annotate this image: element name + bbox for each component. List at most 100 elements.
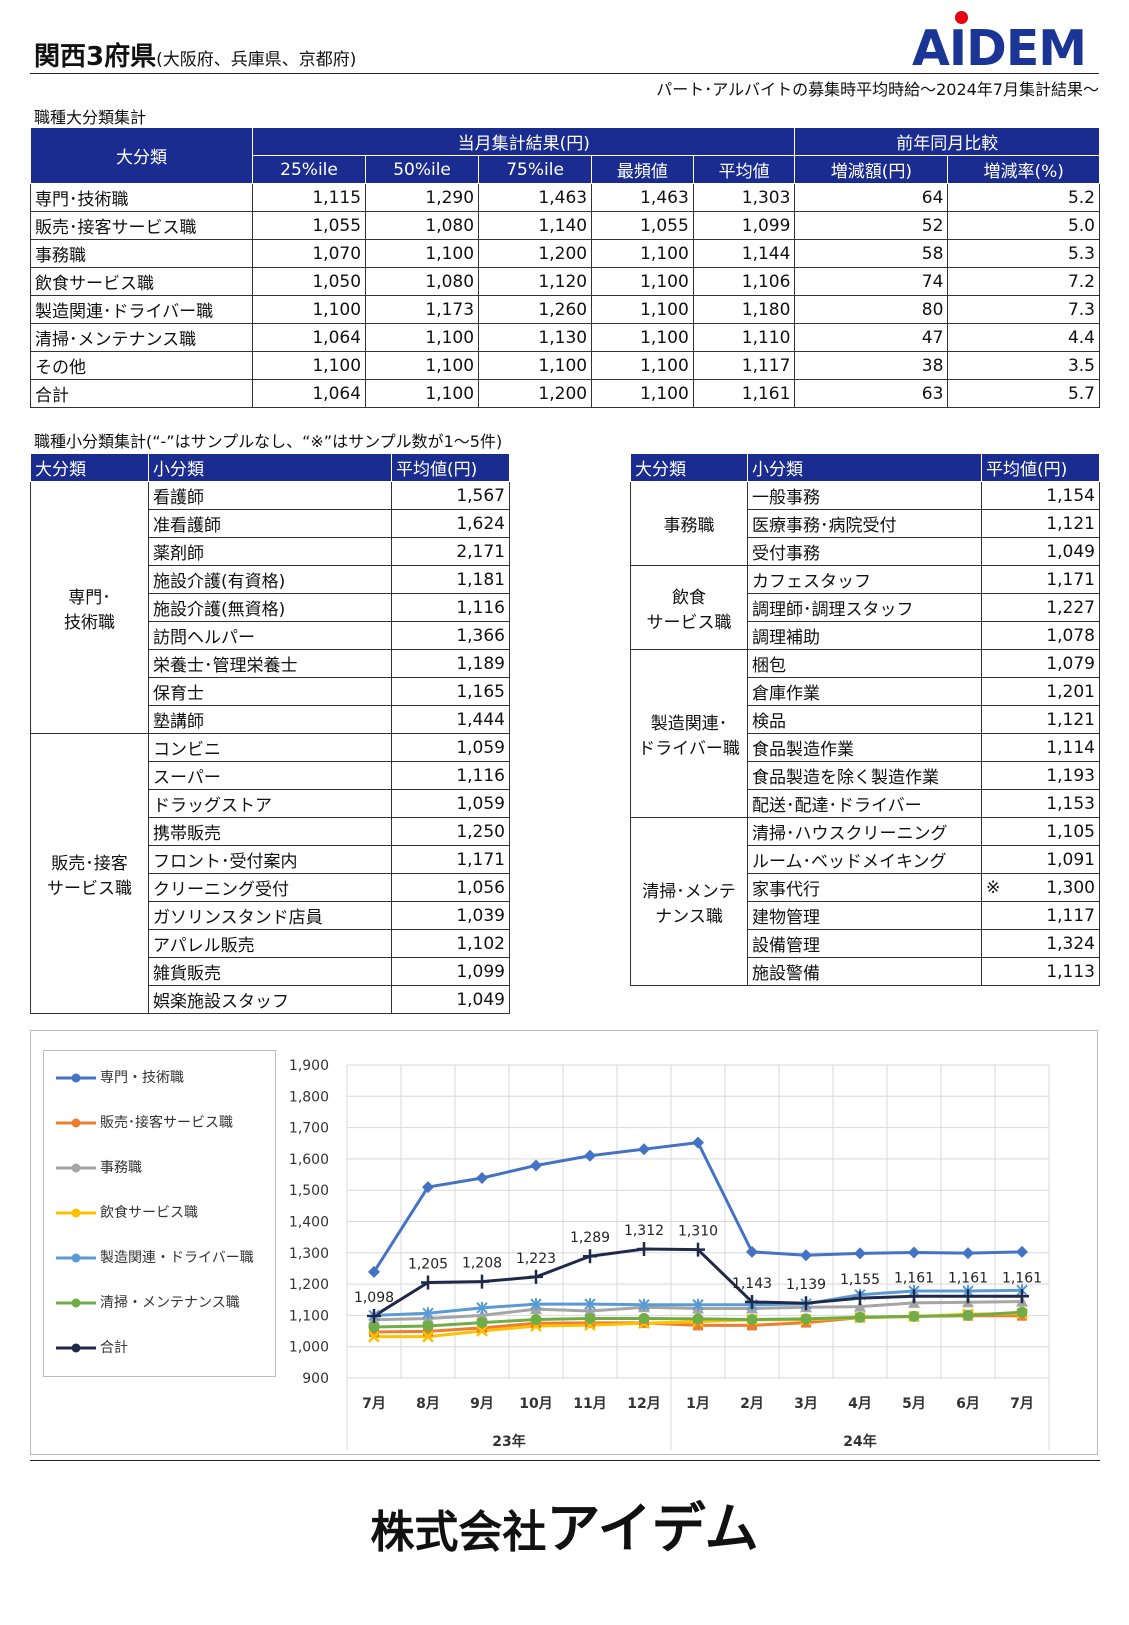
table-row: 事務職 一般事務 1,154 — [630, 481, 1100, 566]
data-point — [1016, 1245, 1028, 1258]
data-point — [800, 1249, 812, 1262]
avg-number: 1,201 — [1046, 681, 1095, 702]
legend-item: 飲食サービス職 — [54, 1202, 198, 1222]
row-category: 販売･接客サービス職 — [30, 211, 253, 240]
minor-category: 塾講師 — [148, 705, 392, 734]
table-row: 医療事務･病院受付 1,121 — [631, 509, 1100, 538]
legend-item: 販売･接客サービス職 — [54, 1112, 233, 1132]
avg-number: 1,105 — [1046, 821, 1095, 842]
minor-category: ガソリンスタンド店員 — [148, 901, 392, 930]
cell-value: 3.5 — [947, 351, 1100, 380]
cell-value: 63 — [794, 379, 949, 408]
minor-category: 薬剤師 — [148, 537, 392, 566]
head-current: 当月集計結果(円) — [251, 127, 796, 156]
data-point — [799, 1296, 813, 1311]
avg-number: 1,099 — [456, 961, 505, 982]
minor-category: 保育士 — [148, 677, 392, 706]
avg-number: 1,324 — [1046, 933, 1095, 954]
data-point — [853, 1291, 867, 1306]
avg-number: 1,165 — [456, 681, 505, 702]
data-point — [1015, 1289, 1029, 1304]
cell-value: 38 — [794, 351, 949, 380]
avg-number: 1,121 — [1046, 709, 1095, 730]
cell-value: 1,161 — [692, 379, 796, 408]
data-point — [693, 1320, 703, 1331]
company-logo: 株式会社アイデム — [0, 1484, 1129, 1563]
y-tick-label: 1,500 — [289, 1183, 329, 1199]
col-header: 75%ile — [478, 155, 593, 184]
head-avg: 平均値(円) — [981, 453, 1100, 482]
avg-value: 1,171 — [391, 845, 510, 874]
data-point — [476, 1317, 488, 1329]
cell-value: 1,173 — [365, 295, 480, 324]
minor-category: 調理補助 — [747, 621, 982, 650]
x-tick-label: 10月 — [519, 1396, 552, 1412]
y-tick-label: 1,600 — [289, 1152, 329, 1168]
avg-value: 1,366 — [391, 621, 510, 650]
data-point — [475, 1274, 489, 1289]
data-point — [962, 1309, 974, 1321]
group-label: 清掃･メンテ ナンス職 — [630, 817, 748, 986]
table-row: 事務職 1,070 1,100 1,200 1,100 1,144 58 5.3 — [30, 239, 1100, 268]
legend-swatch — [56, 1163, 96, 1173]
head-prev: 前年同月比較 — [794, 127, 1100, 156]
cell-value: 52 — [794, 211, 949, 240]
data-label: 1,312 — [624, 1223, 664, 1239]
col-header: 最頻値 — [591, 155, 694, 184]
avg-value: 1,189 — [391, 649, 510, 678]
data-label: 1,098 — [354, 1290, 394, 1306]
cell-value: 1,144 — [692, 239, 796, 268]
y-tick-label: 1,700 — [289, 1121, 329, 1137]
data-point — [368, 1330, 380, 1343]
x-tick-label: 9月 — [470, 1396, 494, 1412]
table-row: 飲食 サービス職 カフェスタッフ 1,171 — [630, 565, 1100, 650]
avg-number: 1,189 — [456, 653, 505, 674]
avg-value: 1,099 — [391, 957, 510, 986]
col-header: 増減率(%) — [947, 155, 1100, 184]
minor-category-table-left: 大分類 小分類 平均値(円) 専門･ 技術職 看護師 1,567 准看護師 1,624 薬… — [30, 453, 510, 1014]
head-major: 大分類 — [630, 453, 748, 482]
minor-category: 施設警備 — [747, 957, 982, 986]
avg-number: 1,153 — [1046, 793, 1095, 814]
x-tick-label: 1月 — [686, 1396, 710, 1412]
data-point — [692, 1313, 704, 1325]
avg-number: 1,117 — [1046, 905, 1095, 926]
data-point — [584, 1313, 596, 1325]
avg-number: 1,116 — [456, 597, 505, 618]
minor-category: 食品製造作業 — [747, 733, 982, 762]
data-point — [476, 1309, 488, 1321]
legend-swatch — [56, 1073, 96, 1083]
data-point — [747, 1320, 757, 1331]
table-row: スーパー 1,116 — [31, 761, 510, 790]
page-subtitle: パート･アルバイトの募集時平均時給～2024年7月集計結果～ — [656, 80, 1099, 99]
avg-number: 1,444 — [456, 709, 505, 730]
row-category: 事務職 — [30, 239, 253, 268]
y-tick-label: 1,300 — [289, 1246, 329, 1262]
data-point — [638, 1313, 650, 1325]
group-label: 販売･接客 サービス職 — [30, 733, 149, 1014]
minor-category: フロント･受付案内 — [148, 845, 392, 874]
avg-number: 1,116 — [456, 765, 505, 786]
cell-value: 1,100 — [365, 379, 480, 408]
cell-value: 1,180 — [692, 295, 796, 324]
table-row: 清掃･メンテナンス職 1,064 1,100 1,130 1,100 1,110 47 4.4 — [30, 323, 1100, 352]
avg-value: 1,079 — [981, 649, 1100, 678]
y-tick-label: 1,400 — [289, 1215, 329, 1231]
cell-value: 1,100 — [251, 351, 367, 380]
avg-value: 1,049 — [391, 985, 510, 1014]
y-tick-label: 1,800 — [289, 1089, 329, 1105]
head-minor: 小分類 — [148, 453, 392, 482]
row-category: 清掃･メンテナンス職 — [30, 323, 253, 352]
cell-value: 1,100 — [591, 239, 694, 268]
data-point — [637, 1242, 651, 1257]
minor-category: 調理師･調理スタッフ — [747, 593, 982, 622]
avg-value: 1,059 — [391, 789, 510, 818]
table-row: 食品製造を除く製造作業 1,193 — [631, 761, 1100, 790]
section2-title: 職種小分類集計(“-”はサンプルなし、“※”はサンプル数が1～5件) — [34, 432, 503, 451]
avg-number: 1,171 — [456, 849, 505, 870]
avg-number: 1,114 — [1046, 737, 1095, 758]
brand-logo-dot — [955, 11, 968, 24]
avg-value: 1,116 — [391, 761, 510, 790]
y-tick-label: 1,900 — [289, 1058, 329, 1074]
legend-label: 合計 — [100, 1340, 128, 1356]
